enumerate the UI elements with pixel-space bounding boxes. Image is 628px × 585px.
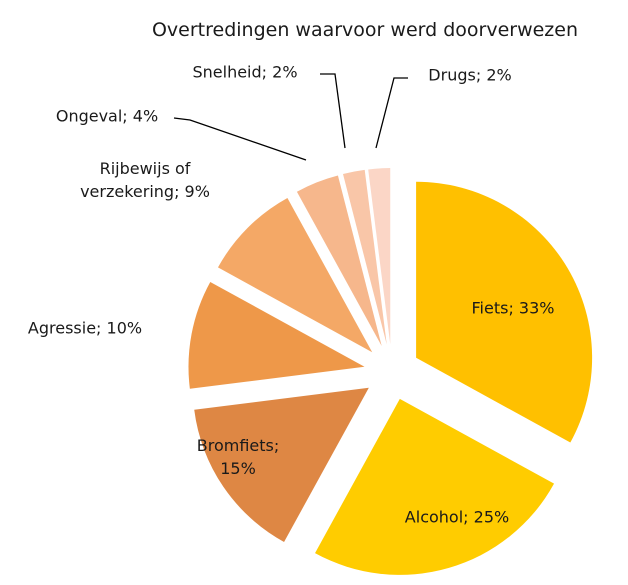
pie-slice bbox=[194, 387, 369, 542]
pie-slice bbox=[416, 181, 593, 443]
leader-line bbox=[173, 117, 307, 161]
data-label: Bromfiets; 15% bbox=[196, 435, 280, 478]
pie-slice bbox=[296, 175, 382, 346]
pie-slice bbox=[217, 197, 373, 353]
data-label: Drugs; 2% bbox=[428, 65, 512, 85]
pie-slice bbox=[368, 168, 391, 345]
pie-slice bbox=[188, 281, 365, 389]
data-label: Fiets; 33% bbox=[471, 298, 555, 318]
data-label: Rijbewijs of verzekering; 9% bbox=[80, 158, 210, 201]
pie-slice bbox=[342, 169, 387, 345]
data-label: Alcohol; 25% bbox=[404, 507, 510, 527]
leader-line bbox=[375, 77, 408, 149]
pie-slice bbox=[315, 398, 555, 575]
leader-line bbox=[320, 73, 346, 149]
chart-title: Overtredingen waarvoor werd doorverwezen bbox=[151, 19, 579, 41]
data-label: Agressie; 10% bbox=[27, 318, 143, 338]
data-label: Ongeval; 4% bbox=[55, 106, 159, 126]
data-label: Snelheid; 2% bbox=[192, 62, 298, 82]
